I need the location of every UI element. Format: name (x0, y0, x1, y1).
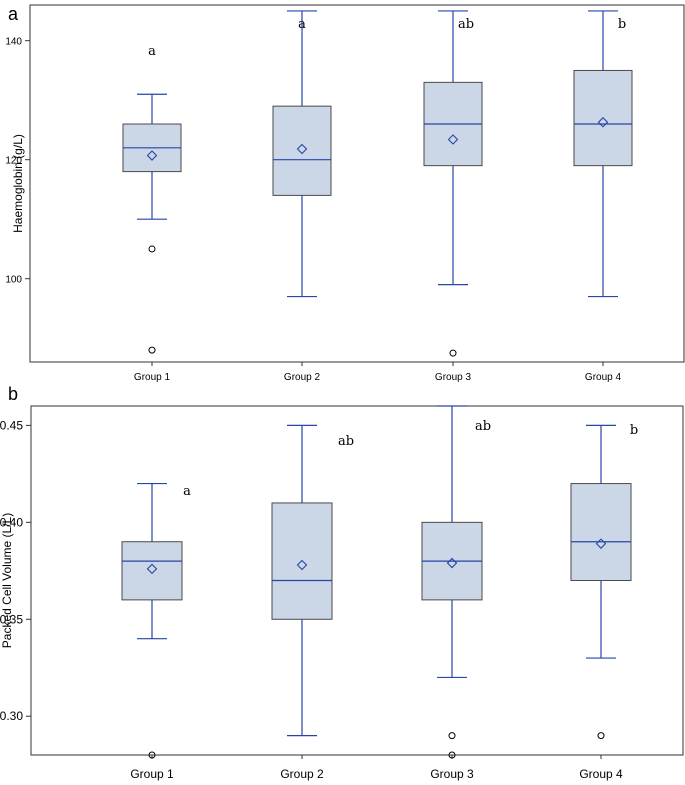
iqr-box (573, 69, 633, 167)
box-group-2: a Group 2 (272, 10, 332, 383)
significance-letter: a (183, 484, 191, 499)
x-tick-label: Group 4 (579, 767, 623, 781)
y-tick-label: 120 (5, 156, 22, 167)
outlier-point (448, 732, 456, 740)
significance-letter: ab (475, 419, 491, 434)
box-group-2: ab Group 2 (271, 424, 354, 781)
significance-letter: ab (458, 17, 474, 32)
mean-marker (595, 538, 607, 549)
y-tick-label: 0.35 (0, 612, 23, 626)
significance-letter: a (148, 44, 156, 59)
x-tick-label: Group 2 (280, 767, 324, 781)
iqr-box (121, 541, 183, 601)
box-group-3: ab Group 3 (421, 405, 491, 781)
outlier-point (449, 349, 457, 357)
x-tick-label: Group 4 (585, 372, 622, 383)
x-tick-label: Group 1 (134, 372, 171, 383)
plot-frame (29, 4, 685, 363)
mean-marker (146, 150, 158, 161)
box-group-1: a Group 1 (121, 482, 191, 781)
box-group-3: ab Group 3 (423, 10, 483, 383)
mean-marker (447, 134, 459, 145)
iqr-box (272, 105, 332, 196)
iqr-box (570, 483, 632, 581)
box-group-4: b Group 4 (570, 423, 638, 781)
panel-label: a (8, 4, 19, 24)
outlier-point (148, 245, 156, 253)
x-tick-label: Group 3 (430, 767, 474, 781)
significance-letter: ab (338, 434, 354, 449)
panel-a: a 100 120 140 Haemoglobin (g/L) a Group 1 a Grou… (5, 4, 685, 383)
plot-frame (30, 405, 684, 756)
box-group-1: a Group 1 (122, 44, 182, 383)
x-tick-label: Group 1 (130, 767, 174, 781)
x-tick-label: Group 2 (284, 372, 321, 383)
mean-marker (296, 143, 308, 155)
mean-marker (597, 116, 609, 128)
y-tick-label: 100 (5, 275, 22, 286)
x-tick-label: Group 3 (435, 372, 472, 383)
panel-b: b 0.30 0.35 0.40 0.45 Packed Cell Volume (L/L… (0, 384, 684, 781)
y-tick-label: 0.45 (0, 418, 23, 432)
panel-label: b (8, 384, 18, 404)
significance-letter: b (630, 423, 638, 438)
outlier-point (148, 346, 156, 354)
y-tick-label: 140 (5, 37, 22, 48)
y-tick-label: 0.30 (0, 709, 23, 723)
y-tick-label: 0.40 (0, 515, 23, 529)
mean-marker (446, 557, 458, 569)
mean-marker (296, 559, 308, 571)
y-axis-title: Haemoglobin (g/L) (11, 134, 25, 233)
significance-letter: b (618, 17, 626, 32)
mean-marker (146, 563, 158, 575)
outlier-point (597, 732, 605, 740)
y-axis-title: Packed Cell Volume (L/L) (0, 513, 14, 648)
significance-letter: a (298, 17, 306, 32)
box-group-4: b Group 4 (573, 10, 633, 383)
